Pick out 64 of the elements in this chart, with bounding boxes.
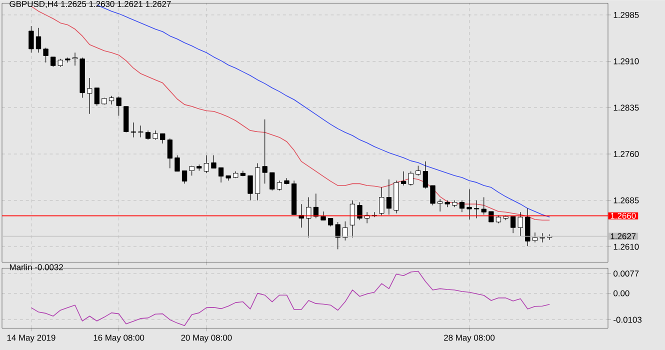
candlestick <box>313 193 319 219</box>
y-tick-label: -0.0103 <box>614 316 642 323</box>
candlestick <box>87 78 92 114</box>
candlestick <box>386 178 392 215</box>
candlestick <box>160 133 166 144</box>
candlestick <box>262 119 268 184</box>
candlestick <box>94 87 100 106</box>
candlestick <box>306 196 312 238</box>
candlestick <box>408 170 414 186</box>
candlestick <box>350 200 356 238</box>
candlestick <box>400 170 406 186</box>
x-tick-label: 16 May 08:00 <box>94 334 144 342</box>
x-tick-label: 14 May 2019 <box>7 334 56 342</box>
x-tick-label: 28 May 08:00 <box>444 334 495 342</box>
candlestick <box>298 204 304 228</box>
candlestick <box>108 96 114 105</box>
candlestick <box>152 130 158 140</box>
y-tick-label: 1.2985 <box>614 12 639 18</box>
candlestick <box>488 211 494 222</box>
candlestick <box>416 165 421 176</box>
candlestick <box>379 187 384 216</box>
y-tick-label: 1.2910 <box>614 58 639 64</box>
candlestick <box>540 232 545 243</box>
candlestick <box>248 175 253 201</box>
candlestick <box>357 202 362 220</box>
candlestick <box>481 196 486 215</box>
candlestick <box>218 167 224 183</box>
candlestick <box>204 154 210 174</box>
ref-line-label: 1.2627 <box>610 233 636 240</box>
y-tick-label: 1.2685 <box>614 197 639 204</box>
candlestick <box>459 200 465 212</box>
y-tick-label: 1.2610 <box>614 244 639 250</box>
candlestick <box>430 185 436 206</box>
candlestick <box>518 212 523 236</box>
chart-title: GBPUSD,H4 1.2625 1.2630 1.2621 1.2627 <box>10 0 171 8</box>
candlestick <box>167 138 173 168</box>
candlestick <box>466 188 472 220</box>
candlestick <box>43 47 48 63</box>
y-tick-label: 1.2835 <box>614 104 639 111</box>
chart-title: Marlin -0.0032 <box>10 264 63 270</box>
candlestick <box>28 26 34 53</box>
y-tick-label: 1.2760 <box>614 150 639 157</box>
candlestick <box>240 170 246 176</box>
candlestick <box>335 222 340 250</box>
x-tick-label: 20 May 08:00 <box>181 334 232 342</box>
candlestick <box>182 170 188 184</box>
y-tick-label: 0.0077 <box>614 270 639 276</box>
candlestick <box>130 122 136 138</box>
ref-line-label: 1.2660 <box>610 212 636 219</box>
candlestick <box>276 180 282 191</box>
candlestick <box>145 130 151 140</box>
candlestick <box>422 161 428 189</box>
candlestick <box>510 216 516 234</box>
candlestick <box>36 28 42 53</box>
candlestick <box>138 125 144 138</box>
candlestick <box>116 96 122 116</box>
candlestick <box>474 200 480 219</box>
candlestick <box>437 198 443 212</box>
candlestick <box>532 232 538 243</box>
candlestick <box>174 154 180 172</box>
candlestick <box>211 154 216 168</box>
y-tick-label: 0.00 <box>614 290 630 296</box>
candlestick <box>270 172 275 191</box>
candlestick <box>342 221 348 241</box>
